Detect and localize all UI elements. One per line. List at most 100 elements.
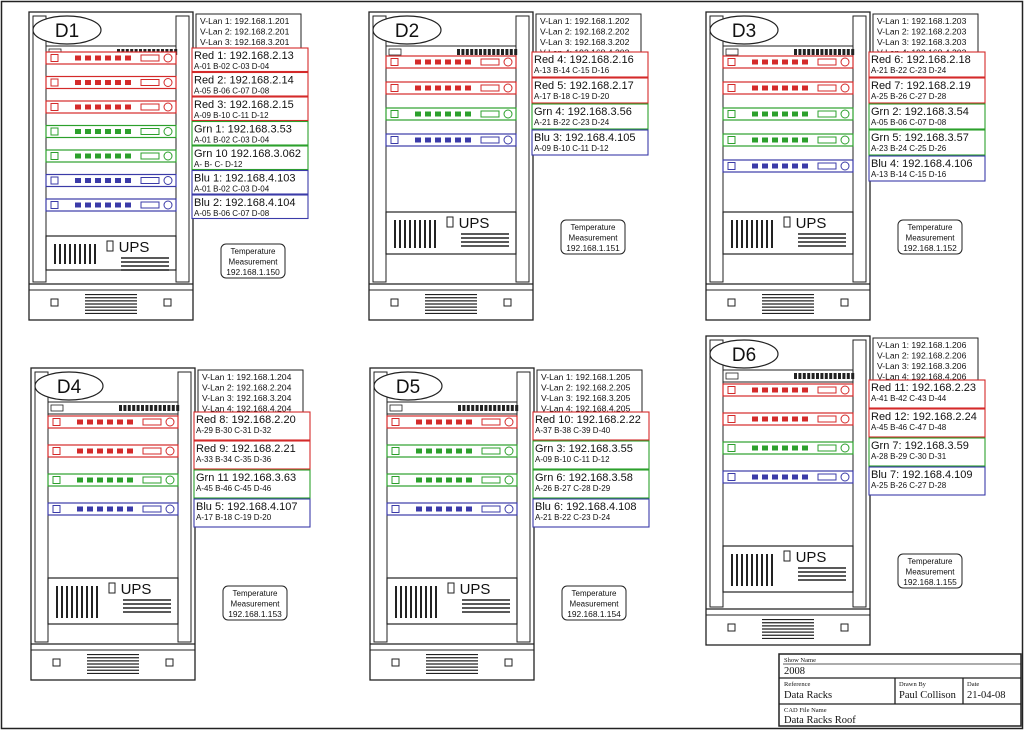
- device-button-icon: [125, 129, 131, 134]
- device-logo-icon: [50, 127, 59, 136]
- rack-name-ellipse: [709, 15, 779, 45]
- vent-grille: [85, 293, 137, 315]
- switch-port-icon: [141, 405, 144, 411]
- rack-device-red: Red 6: 192.168.2.18A-21 B-22 C-23 D-24: [722, 51, 986, 78]
- device-button-icon: [426, 477, 432, 483]
- switch-port-icon: [136, 405, 140, 411]
- device-logo-icon: [727, 84, 736, 92]
- device-logo-icon: [727, 136, 736, 144]
- cad-file-name: Data Racks Roof: [784, 715, 856, 726]
- device-display: [481, 418, 501, 426]
- device-display: [817, 386, 837, 394]
- switch-port-icon: [824, 373, 828, 379]
- cable-port: [727, 623, 736, 632]
- device-ip: Blu 3: 192.168.4.105: [534, 132, 636, 144]
- device-button-icon: [465, 85, 471, 91]
- device-button-icon: [105, 178, 111, 183]
- device-label-box: [868, 51, 986, 78]
- cable-port: [504, 658, 513, 667]
- rack-cabinet: [369, 367, 535, 681]
- device-logo-icon: [390, 84, 399, 92]
- device-ip: Red 11: 192.168.2.23: [871, 382, 976, 394]
- device-ip: Red 9: 192.168.2.21: [196, 443, 296, 455]
- ups-switch-icon: [447, 582, 455, 594]
- device-button-icon: [455, 59, 461, 65]
- device-button-icon: [445, 137, 451, 143]
- switch-port-icon: [829, 373, 833, 379]
- device-button-icon: [415, 85, 421, 91]
- device-button-icon: [77, 477, 83, 483]
- device-logo-icon: [52, 505, 61, 513]
- temperature-box: [897, 553, 963, 589]
- device-logo-icon: [727, 444, 736, 452]
- device-display: [140, 177, 160, 184]
- vlan-address: V-Lan 3: 192.168.3.205: [541, 393, 631, 403]
- device-button-icon: [455, 111, 461, 117]
- vlan-address: V-Lan 1: 192.168.1.201: [200, 16, 290, 26]
- device-display: [140, 79, 160, 86]
- rack-device-red: Red 3: 192.168.2.15A-09 B-10 C-11 D-12: [45, 96, 309, 122]
- ups-unit: UPS: [386, 577, 518, 625]
- switch-port-icon: [794, 49, 797, 55]
- device-display: [140, 54, 160, 62]
- ups-unit: UPS: [722, 211, 854, 255]
- device-button-icon: [782, 416, 788, 422]
- switch-port-icon: [483, 49, 487, 55]
- device-ip: Red 7: 192.168.2.19: [871, 80, 971, 92]
- vlan-address: V-Lan 3: 192.168.3.206: [877, 361, 967, 371]
- switch-port-icon: [475, 405, 479, 411]
- device-knob-icon: [504, 475, 514, 485]
- device-label-box: [868, 103, 986, 130]
- device-ip: Red 6: 192.168.2.18: [871, 54, 971, 66]
- device-ip: Grn 11 192.168.3.63: [196, 472, 296, 484]
- rack-device-green: Grn 4: 192.168.3.56A-21 B-22 C-23 D-24: [385, 103, 649, 130]
- rack-device-green: Grn 2: 192.168.3.54A-05 B-06 C-07 D-08: [722, 103, 986, 130]
- device-button-icon: [125, 202, 131, 208]
- device-button-icon: [107, 419, 113, 425]
- vlan-address: V-Lan 2: 192.168.2.206: [877, 351, 967, 361]
- device-button-icon: [446, 448, 452, 454]
- device-button-icon: [446, 477, 452, 483]
- vlan-address: V-Lan 2: 192.168.2.201: [200, 27, 290, 37]
- rack-rail-left: [34, 371, 49, 643]
- ups-label: UPS: [119, 239, 150, 256]
- device-label-box: [191, 71, 309, 97]
- device-ip: Blu 4: 192.168.4.106: [871, 158, 973, 170]
- switch-port-icon: [497, 405, 501, 411]
- device-button-icon: [127, 448, 133, 454]
- device-button-icon: [125, 104, 131, 110]
- device-knob-icon: [504, 417, 514, 427]
- temperature-text: Temperature: [572, 589, 617, 598]
- device-label-box: [193, 469, 311, 499]
- switch-port-icon: [176, 405, 180, 411]
- device-button-icon: [792, 163, 798, 169]
- switch-port-icon: [487, 49, 491, 55]
- device-button-icon: [85, 129, 91, 134]
- device-logo-icon: [391, 447, 400, 455]
- device-display: [817, 162, 837, 170]
- device-ip: Grn 3: 192.168.3.55: [535, 443, 633, 455]
- device-display: [817, 84, 837, 92]
- device-label-box: [868, 379, 986, 409]
- device-button-icon: [792, 111, 798, 117]
- device-button-icon: [436, 448, 442, 454]
- device-button-icon: [445, 59, 451, 65]
- device-button-icon: [792, 59, 798, 65]
- device-button-icon: [117, 477, 123, 483]
- device-button-icon: [97, 448, 103, 454]
- switch-port-icon: [816, 49, 819, 55]
- vent-grille: [425, 293, 477, 315]
- rack-rail-left: [709, 339, 724, 608]
- device-ip: Red 4: 192.168.2.16: [534, 54, 634, 66]
- rack-device-green: Grn 6: 192.168.3.58A-26 B-27 C-28 D-29: [386, 469, 650, 499]
- device-knob-icon: [163, 151, 173, 161]
- device-button-icon: [782, 445, 788, 451]
- device-channels: A-17 B-18 C-19 D-20: [196, 513, 272, 522]
- device-label-box: [191, 194, 309, 220]
- device-logo-icon: [50, 176, 59, 185]
- device-button-icon: [802, 85, 808, 91]
- rack-name: D4: [57, 377, 82, 398]
